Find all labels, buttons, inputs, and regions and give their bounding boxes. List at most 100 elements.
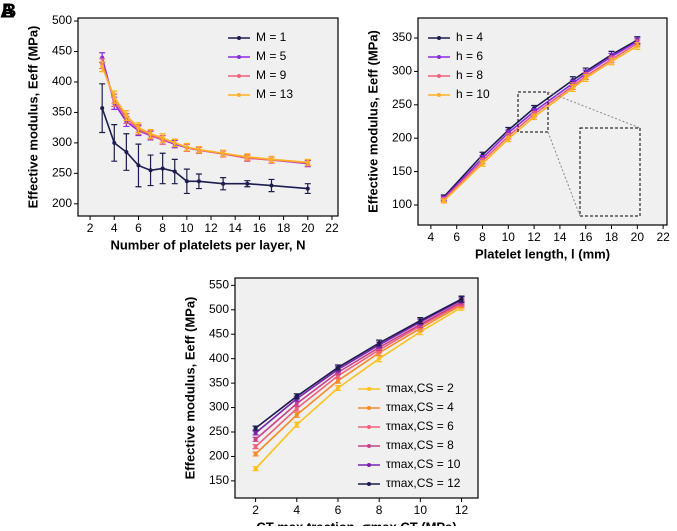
x-tick-label: 2 xyxy=(87,221,94,235)
y-tick-label: 350 xyxy=(209,375,229,389)
point xyxy=(136,163,141,168)
y-tick-label: 350 xyxy=(52,105,72,119)
point xyxy=(305,186,310,191)
legend-marker xyxy=(437,93,441,97)
inset-box xyxy=(579,127,641,217)
point xyxy=(583,76,588,81)
panel-label: A xyxy=(0,0,14,22)
point xyxy=(294,412,299,417)
x-tick-label: 10 xyxy=(502,230,516,244)
x-tick-label: 4 xyxy=(428,230,435,244)
point xyxy=(570,86,575,91)
point xyxy=(335,386,340,390)
x-tick-label: 20 xyxy=(631,230,645,244)
point xyxy=(335,365,340,370)
point xyxy=(221,151,226,156)
point xyxy=(100,106,105,111)
y-axis-label: Effective modulus, Eeff (MPa) xyxy=(25,26,40,209)
x-tick-label: 22 xyxy=(656,230,670,244)
point xyxy=(148,168,153,173)
series-line xyxy=(255,301,462,440)
y-tick-label: 200 xyxy=(209,449,229,463)
x-axis-label: Number of platelets per layer, N xyxy=(110,237,305,252)
point xyxy=(635,44,640,49)
y-tick-label: 100 xyxy=(392,197,412,211)
point xyxy=(532,114,537,119)
plot-frame xyxy=(417,17,668,226)
series-line xyxy=(255,302,462,448)
point xyxy=(112,140,117,145)
point xyxy=(124,150,129,155)
series-line xyxy=(255,299,462,434)
x-tick-label: 14 xyxy=(229,221,243,235)
point xyxy=(253,452,258,456)
legend-label: τmax,CS = 8 xyxy=(386,438,454,452)
x-tick-label: 22 xyxy=(325,221,339,235)
point xyxy=(253,426,258,431)
x-tick-label: 8 xyxy=(159,221,166,235)
point xyxy=(245,181,250,186)
point xyxy=(184,145,189,150)
panel-label: B xyxy=(2,0,16,22)
plot-area xyxy=(78,18,338,216)
y-tick-label: 400 xyxy=(52,74,72,88)
point xyxy=(269,183,274,188)
zoom-guide xyxy=(547,91,641,217)
legend-marker xyxy=(367,406,371,410)
point xyxy=(196,147,201,152)
y-tick-label: 250 xyxy=(52,166,72,180)
x-tick-label: 12 xyxy=(527,230,541,244)
series-line xyxy=(443,45,638,202)
point xyxy=(172,140,177,145)
point xyxy=(112,95,117,100)
point xyxy=(160,136,165,141)
x-tick-label: 16 xyxy=(253,221,267,235)
zoom-box xyxy=(517,91,549,133)
x-tick-label: 8 xyxy=(376,503,383,517)
plot-frame xyxy=(77,17,339,217)
legend-marker xyxy=(367,387,371,391)
point xyxy=(294,422,299,427)
legend-marker xyxy=(437,55,441,59)
x-tick-label: 2 xyxy=(252,503,259,517)
x-tick-label: 8 xyxy=(479,230,486,244)
x-tick-label: 4 xyxy=(111,221,118,235)
legend-marker xyxy=(367,463,371,467)
series-line xyxy=(255,304,462,455)
legend-label: h = 6 xyxy=(456,49,483,63)
point xyxy=(609,59,614,64)
y-tick-label: 350 xyxy=(392,30,412,44)
point xyxy=(184,179,189,184)
y-tick-label: 250 xyxy=(209,424,229,438)
legend-marker xyxy=(237,74,241,78)
legend-marker xyxy=(437,74,441,78)
point xyxy=(148,131,153,136)
y-tick-label: 450 xyxy=(209,326,229,340)
point xyxy=(418,318,423,323)
legend-marker xyxy=(367,444,371,448)
x-tick-label: 14 xyxy=(553,230,567,244)
legend-label: h = 10 xyxy=(456,87,490,101)
y-tick-label: 300 xyxy=(209,400,229,414)
point xyxy=(335,378,340,383)
x-tick-label: 10 xyxy=(414,503,428,517)
legend-label: M = 9 xyxy=(256,68,287,82)
x-axis-label: Platelet length, l (mm) xyxy=(475,246,610,261)
y-tick-label: 150 xyxy=(209,473,229,487)
legend-marker xyxy=(237,55,241,59)
point xyxy=(377,356,382,361)
point xyxy=(100,64,105,69)
legend-label: τmax,CS = 6 xyxy=(386,419,454,433)
y-tick-label: 500 xyxy=(209,302,229,316)
point xyxy=(506,136,511,141)
legend-label: τmax,CS = 12 xyxy=(386,476,461,490)
x-tick-label: 6 xyxy=(453,230,460,244)
x-tick-label: 16 xyxy=(579,230,593,244)
legend-marker xyxy=(237,93,241,97)
point xyxy=(294,406,299,411)
legend-label: M = 13 xyxy=(256,87,293,101)
y-tick-label: 550 xyxy=(209,278,229,292)
x-tick-label: 20 xyxy=(301,221,315,235)
y-axis-label: Effective modulus, Eeff (MPa) xyxy=(365,30,380,213)
legend-label: τmax,CS = 4 xyxy=(386,400,454,414)
